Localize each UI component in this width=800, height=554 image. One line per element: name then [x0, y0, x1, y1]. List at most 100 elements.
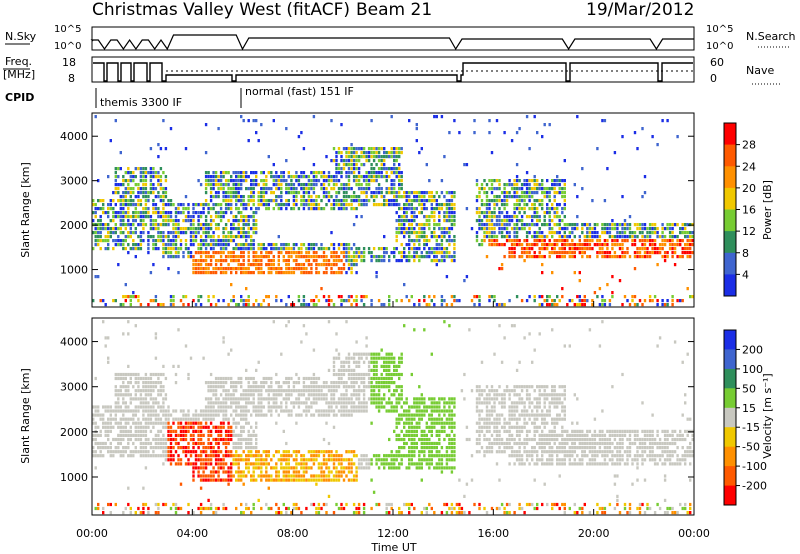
heatmap-cell: [197, 231, 200, 235]
heatmap-cell: [573, 255, 576, 259]
heatmap-cell: [686, 287, 689, 291]
heatmap-cell: [187, 446, 190, 450]
heatmap-cell: [508, 239, 511, 243]
heatmap-cell: [199, 511, 203, 515]
heatmap-cell: [227, 303, 230, 307]
heatmap-cell: [137, 389, 140, 393]
heatmap-cell: [267, 393, 270, 397]
heatmap-cell: [493, 195, 496, 199]
heatmap-cell: [172, 417, 175, 421]
heatmap-cell: [345, 397, 348, 401]
heatmap-cell: [345, 183, 348, 187]
heatmap-cell: [127, 223, 130, 227]
heatmap-cell: [327, 303, 331, 307]
heatmap-cell: [340, 364, 343, 368]
heatmap-cell: [197, 251, 200, 255]
heatmap-cell: [312, 474, 316, 478]
heatmap-cell: [315, 482, 318, 486]
heatmap-cell: [603, 223, 607, 227]
heatmap-cell: [347, 243, 351, 247]
heatmap-cell: [282, 397, 285, 401]
heatmap-cell: [317, 203, 321, 207]
heatmap-cell: [310, 247, 313, 251]
heatmap-cell: [167, 239, 170, 243]
heatmap-cell: [312, 255, 316, 259]
heatmap-cell: [350, 167, 353, 171]
heatmap-cell: [408, 191, 411, 195]
heatmap-cell: [327, 295, 331, 299]
heatmap-cell: [217, 454, 220, 458]
heatmap-cell: [129, 429, 132, 433]
heatmap-cell: [137, 223, 140, 227]
heatmap-cell: [332, 511, 336, 515]
heatmap-cell: [603, 303, 607, 307]
heatmap-cell: [252, 263, 255, 267]
heatmap-cell: [247, 119, 250, 123]
velocity-heatmap-cells: [92, 320, 694, 515]
heatmap-cell: [147, 437, 150, 442]
heatmap-cell: [603, 239, 607, 243]
heatmap-cell: [483, 191, 486, 195]
heatmap-cell: [410, 191, 413, 195]
heatmap-cell: [232, 421, 235, 425]
heatmap-cell: [418, 199, 421, 203]
heatmap-cell: [357, 195, 361, 199]
heatmap-cell: [691, 243, 694, 247]
heatmap-cell: [327, 175, 331, 179]
heatmap-cell: [184, 421, 188, 425]
heatmap-cell: [265, 179, 268, 183]
heatmap-cell: [330, 263, 333, 267]
heatmap-cell: [172, 409, 175, 413]
heatmap-cell: [423, 207, 426, 211]
heatmap-cell: [390, 151, 393, 155]
heatmap-cell: [362, 251, 366, 255]
heatmap-cell: [525, 243, 529, 247]
heatmap-cell: [227, 389, 230, 393]
heatmap-cell: [307, 255, 311, 259]
heatmap-cell: [408, 299, 411, 303]
heatmap-cell: [252, 506, 255, 511]
heatmap-cell: [320, 247, 323, 251]
heatmap-cell: [290, 179, 293, 183]
heatmap-cell: [209, 385, 213, 389]
heatmap-cell: [292, 191, 296, 195]
heatmap-cell: [689, 251, 692, 255]
heatmap-cell: [285, 405, 288, 409]
heatmap-cell: [152, 191, 155, 195]
heatmap-cell: [112, 454, 115, 458]
heatmap-cell: [132, 243, 135, 247]
heatmap-cell: [337, 356, 341, 360]
heatmap-cell: [240, 295, 243, 299]
heatmap-cell: [252, 259, 255, 263]
heatmap-cell: [531, 187, 534, 191]
heatmap-cell: [322, 454, 326, 458]
heatmap-cell: [357, 203, 361, 207]
heatmap-cell: [212, 295, 215, 299]
heatmap-cell: [553, 251, 556, 255]
heatmap-cell: [538, 215, 541, 219]
heatmap-cell: [345, 203, 348, 207]
heatmap-cell: [192, 413, 195, 417]
heatmap-cell: [320, 409, 323, 413]
heatmap-cell: [357, 159, 361, 163]
heatmap-cell: [405, 227, 408, 231]
heatmap-cell: [398, 171, 401, 175]
heatmap-cell: [520, 251, 524, 255]
heatmap-cell: [134, 397, 137, 401]
heatmap-cell: [430, 259, 433, 263]
heatmap-cell: [548, 191, 551, 195]
heatmap-cell: [97, 275, 100, 279]
heatmap-cell: [257, 267, 260, 271]
heatmap-cell: [222, 251, 225, 255]
power-colorbar-label: Power [dB]: [761, 180, 774, 240]
heatmap-cell: [684, 231, 687, 235]
heatmap-cell: [523, 211, 526, 215]
heatmap-cell: [332, 247, 336, 251]
heatmap-cell: [182, 251, 185, 255]
heatmap-cell: [149, 147, 153, 151]
heatmap-cell: [240, 433, 243, 437]
heatmap-cell: [109, 203, 112, 207]
heatmap-cell: [345, 147, 348, 151]
heatmap-cell: [255, 433, 258, 437]
heatmap-cell: [646, 227, 649, 231]
